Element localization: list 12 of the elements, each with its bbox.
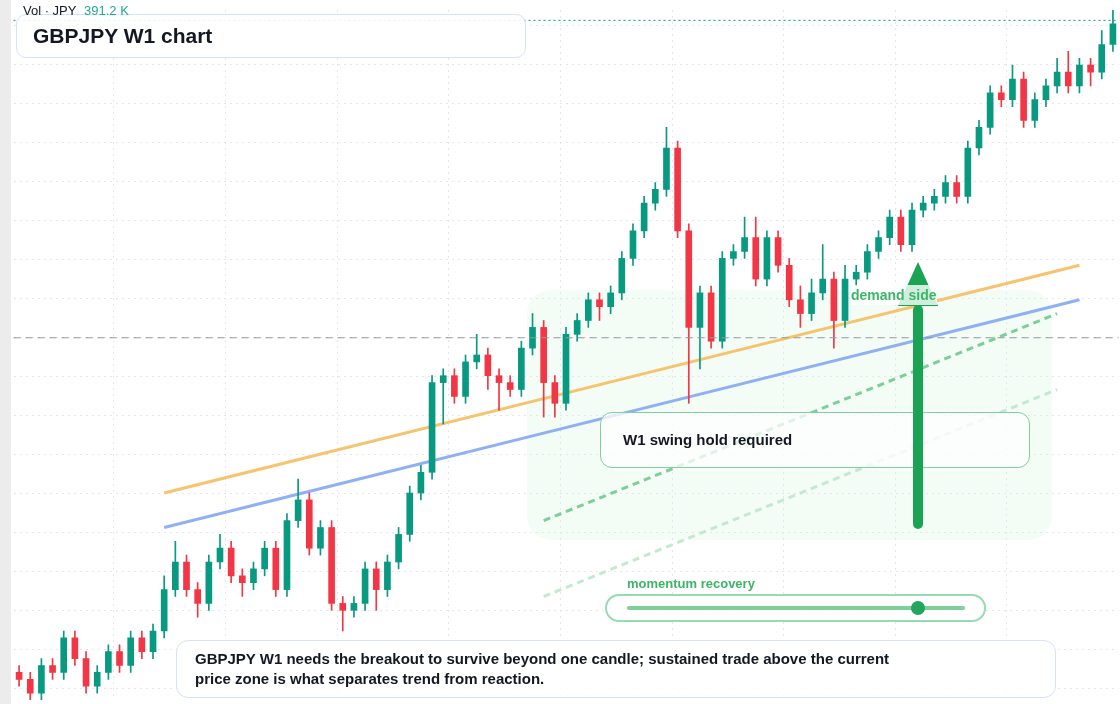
annotation: GBPJPY W1 needs the breakout to survive beyond one candle; sustained trade above the current price zone is what separates trend from reaction.: [195, 649, 891, 689]
annotation: W1 swing hold required: [623, 430, 793, 450]
note-box: W1 swing hold required: [600, 412, 1030, 468]
note-box: GBPJPY W1 needs the breakout to survive beyond one candle; sustained trade above the current price zone is what separates trend from reaction.: [176, 640, 1056, 698]
candlestick: [495, 368, 503, 411]
candlestick: [339, 596, 347, 632]
title-box: GBPJPY W1 chart: [16, 14, 526, 58]
annotation: demand side: [851, 285, 937, 305]
candlestick: [819, 244, 827, 301]
annotation: momentum recovery: [627, 575, 755, 593]
candlestick: [439, 368, 447, 425]
candlestick: [473, 333, 481, 370]
